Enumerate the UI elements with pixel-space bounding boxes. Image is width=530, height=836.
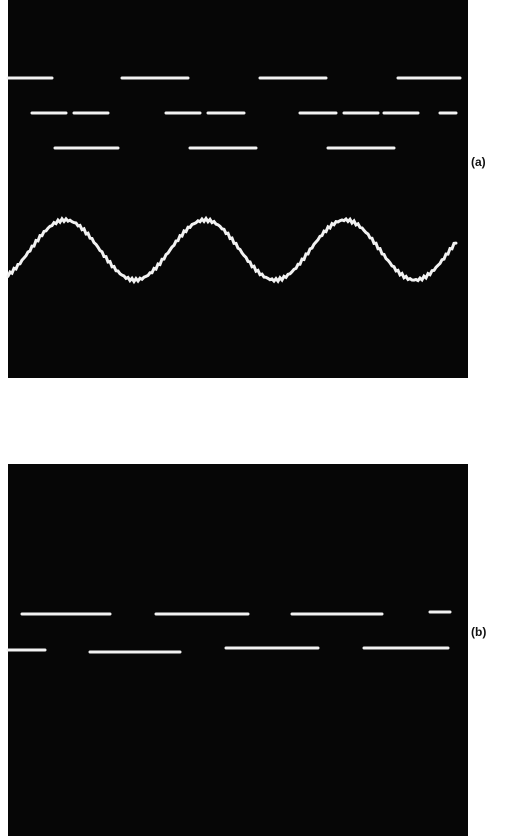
pulse-trains-a (6, 76, 462, 150)
panel-a (8, 0, 468, 378)
panel-label: (b) (471, 625, 486, 639)
panel-label: (a) (471, 155, 486, 169)
sine-trace (6, 215, 458, 285)
pulse-trains-b (6, 610, 452, 654)
panel-b (8, 464, 468, 836)
